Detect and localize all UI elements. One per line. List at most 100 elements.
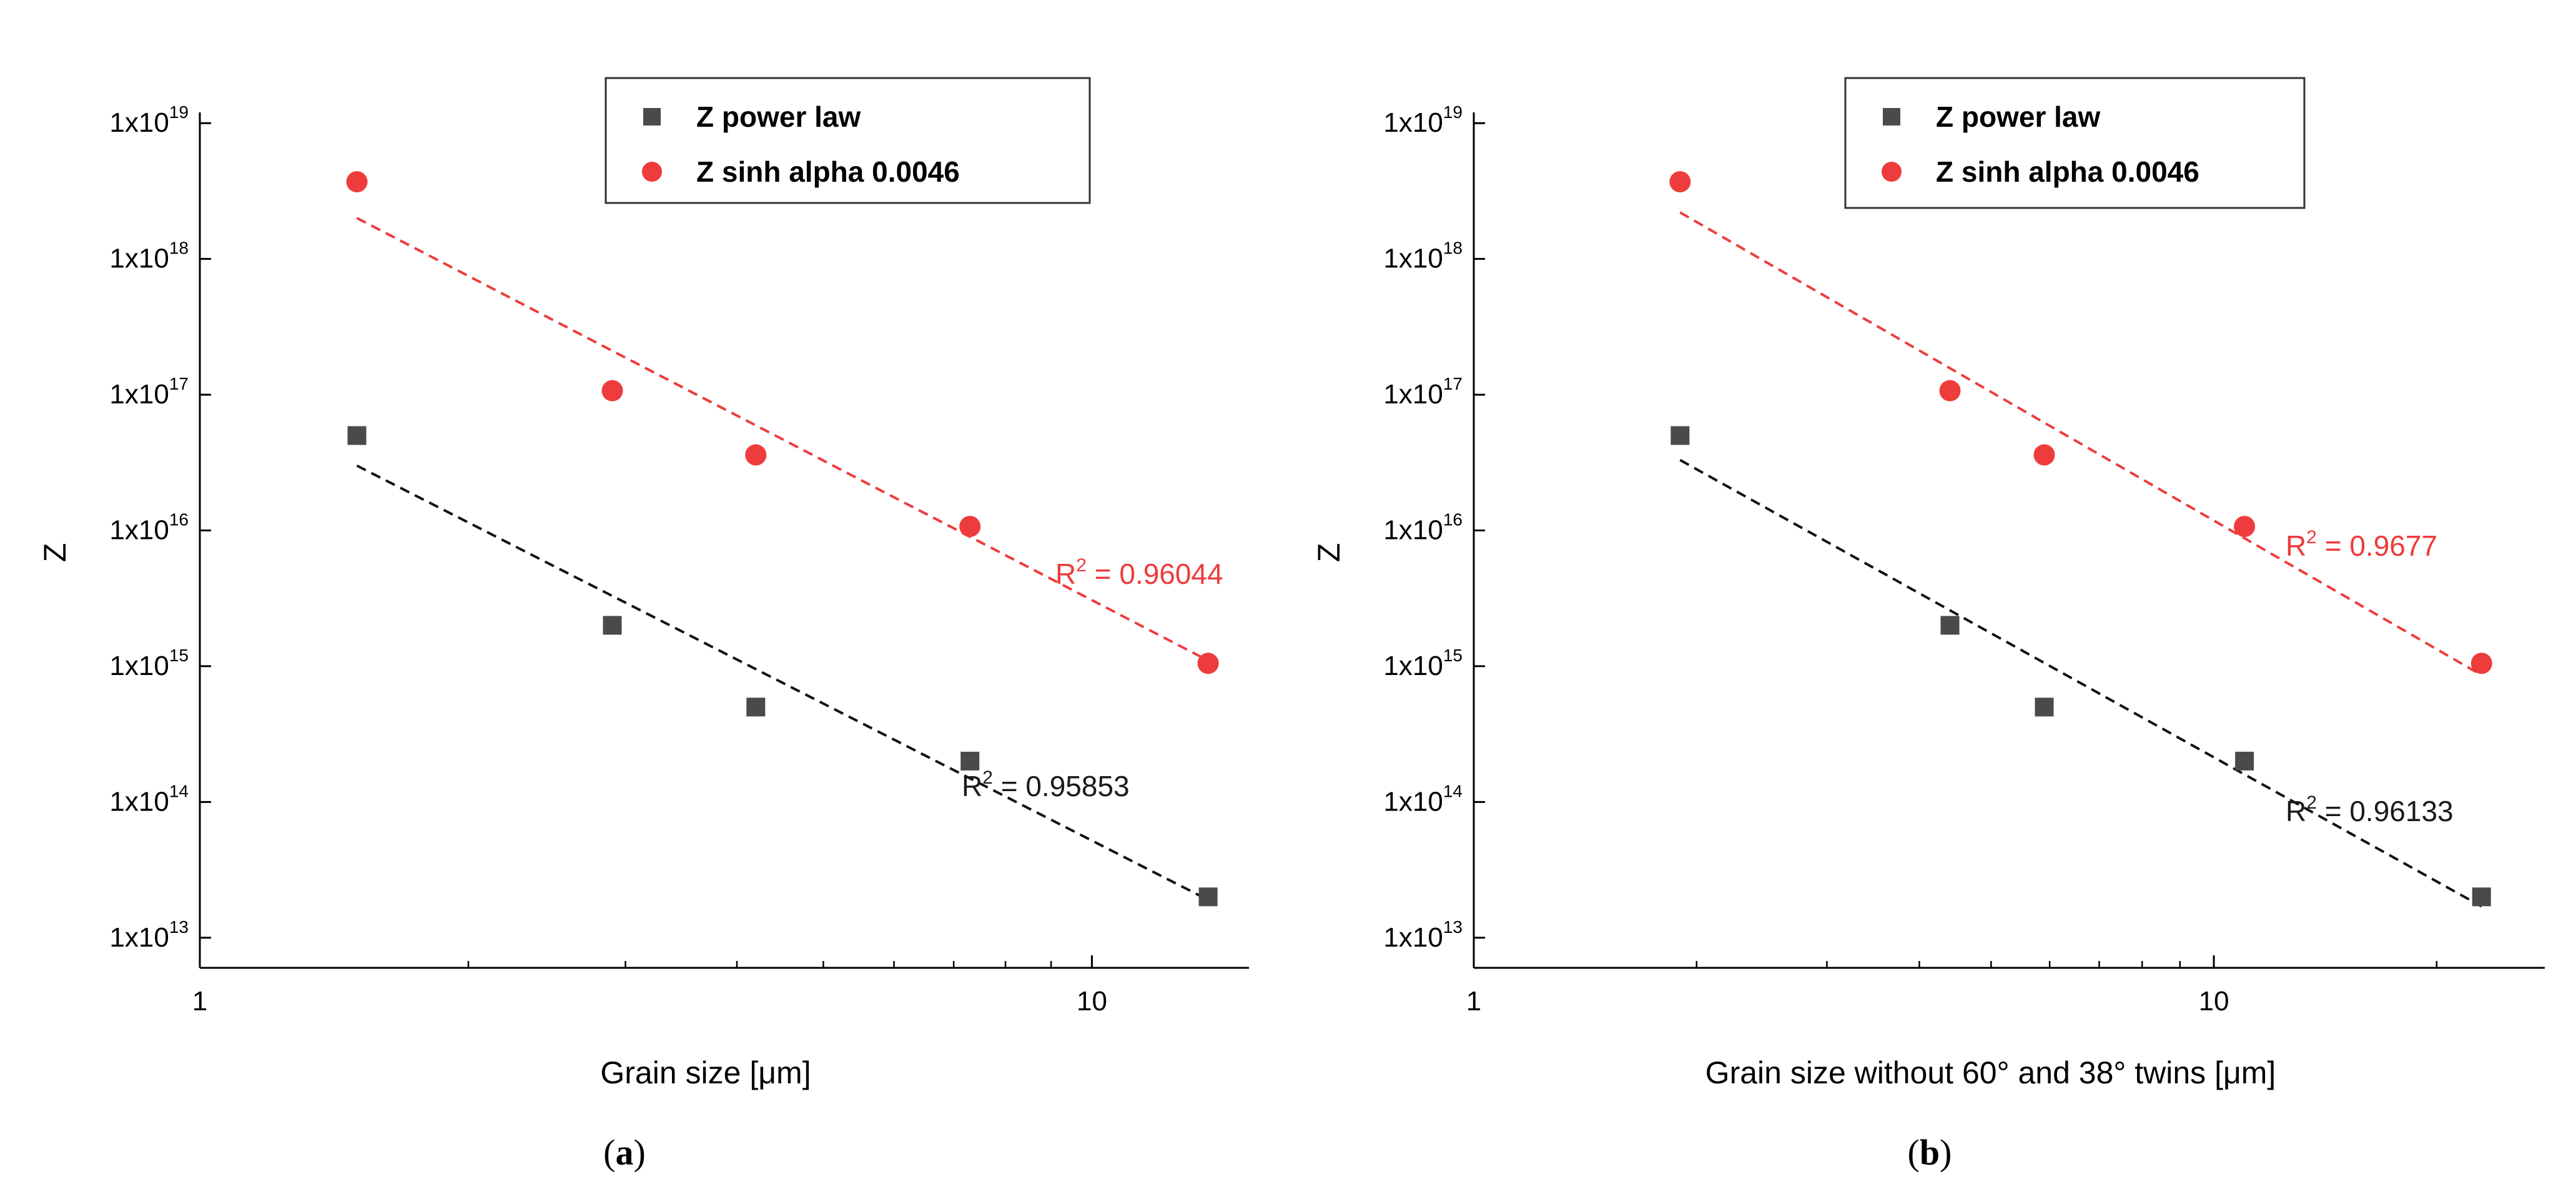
- panel-caption: (b): [1908, 1132, 1952, 1173]
- legend-label: Z power law: [1936, 101, 2100, 133]
- y-tick-exponent: 18: [169, 239, 189, 258]
- y-tick-exponent: 16: [1443, 510, 1463, 529]
- r-squared-label: R2 = 0.9677: [2286, 527, 2437, 562]
- r-squared-value: = 0.95853: [993, 770, 1130, 802]
- y-tick-label: 1x1016: [1383, 510, 1463, 545]
- fit-line-sinh: [1679, 211, 2482, 676]
- data-point-power-law: [2035, 697, 2054, 717]
- y-tick-base: 1x10: [1383, 107, 1443, 138]
- r-squared-prefix: R: [962, 770, 982, 802]
- r-squared-label: R2 = 0.95853: [962, 767, 1130, 802]
- y-tick-base: 1x10: [109, 922, 169, 953]
- caption-open-paren: (: [1908, 1132, 1920, 1173]
- r-squared-value: = 0.96133: [2317, 795, 2454, 827]
- data-point-power-law: [2472, 887, 2491, 907]
- legend-marker-power-law: [1883, 108, 1900, 126]
- data-point-power-law: [960, 751, 980, 771]
- panel-caption: (a): [603, 1132, 646, 1173]
- data-point-power-law: [1198, 887, 1218, 907]
- y-tick-exponent: 13: [169, 917, 189, 937]
- y-tick-base: 1x10: [109, 107, 169, 138]
- data-point-sinh: [601, 380, 623, 401]
- r-squared-prefix: R: [2286, 795, 2306, 827]
- y-tick-exponent: 17: [1443, 374, 1463, 393]
- data-point-sinh: [2234, 516, 2256, 538]
- r-squared-exponent: 2: [2306, 792, 2317, 813]
- legend-marker-sinh: [642, 162, 662, 182]
- x-axis-title: Grain size [μm]: [600, 1055, 811, 1090]
- r-squared-value: = 0.9677: [2317, 530, 2437, 562]
- y-tick-label: 1x1014: [109, 781, 189, 817]
- data-point-sinh: [1939, 380, 1961, 401]
- r-squared-prefix: R: [1055, 558, 1076, 590]
- data-point-sinh: [1669, 171, 1691, 193]
- fit-line-power-law: [1679, 459, 2482, 908]
- data-point-power-law: [2235, 751, 2254, 771]
- data-point-sinh: [2470, 653, 2492, 674]
- x-tick-label: 10: [1077, 986, 1107, 1017]
- y-tick-label: 1x1018: [109, 239, 189, 274]
- legend: Z power law Z sinh alpha 0.0046: [605, 77, 1091, 204]
- y-tick-base: 1x10: [109, 244, 169, 274]
- data-point-power-law: [1940, 616, 1960, 635]
- y-axis-title: Z: [1311, 543, 1346, 563]
- caption-letter: b: [1920, 1132, 1940, 1173]
- x-tick-label: 10: [2199, 986, 2229, 1017]
- caption-letter: a: [616, 1132, 634, 1173]
- y-tick-label: 1x1017: [1383, 374, 1463, 410]
- x-tick-label: 1: [192, 986, 207, 1017]
- legend-box: [1844, 77, 2306, 209]
- data-point-power-law: [746, 697, 766, 717]
- y-tick-exponent: 19: [1443, 102, 1463, 122]
- data-point-sinh: [745, 444, 767, 466]
- data-point-power-law: [1670, 426, 1690, 445]
- caption-close-paren: ): [634, 1132, 646, 1173]
- y-tick-base: 1x10: [1383, 922, 1443, 953]
- y-tick-label: 1x1013: [109, 917, 189, 953]
- y-tick-base: 1x10: [1383, 244, 1443, 274]
- y-tick-base: 1x10: [1383, 379, 1443, 410]
- y-tick-exponent: 14: [169, 781, 189, 801]
- y-tick-exponent: 13: [1443, 917, 1463, 937]
- y-tick-label: 1x1017: [109, 374, 189, 410]
- y-tick-label: 1x1015: [1383, 646, 1463, 681]
- y-tick-exponent: 15: [169, 646, 189, 665]
- y-tick-exponent: 19: [169, 102, 189, 122]
- y-tick-exponent: 16: [169, 510, 189, 529]
- y-tick-base: 1x10: [109, 786, 169, 817]
- legend-box: [605, 77, 1091, 204]
- fit-line-power-law: [356, 464, 1209, 901]
- y-tick-label: 1x1014: [1383, 781, 1463, 817]
- x-tick-label: 1: [1466, 986, 1481, 1017]
- y-tick-base: 1x10: [109, 515, 169, 545]
- y-tick-exponent: 15: [1443, 646, 1463, 665]
- y-tick-label: 1x1019: [1383, 102, 1463, 138]
- y-tick-base: 1x10: [1383, 786, 1443, 817]
- legend-label: Z sinh alpha 0.0046: [1936, 155, 2199, 188]
- chart-panel-b: 1x10131x10141x10151x10161x10171x10181x10…: [1311, 77, 2545, 1173]
- y-tick-base: 1x10: [1383, 651, 1443, 681]
- r-squared-prefix: R: [2286, 530, 2306, 562]
- y-tick-exponent: 18: [1443, 239, 1463, 258]
- data-point-power-law: [603, 616, 622, 635]
- y-tick-base: 1x10: [109, 651, 169, 681]
- data-point-sinh: [959, 516, 981, 538]
- data-point-power-law: [347, 426, 367, 445]
- legend-label: Z power law: [696, 101, 861, 133]
- legend-label: Z sinh alpha 0.0046: [696, 155, 960, 188]
- caption-open-paren: (: [603, 1132, 615, 1173]
- legend: Z power law Z sinh alpha 0.0046: [1844, 77, 2306, 209]
- y-tick-label: 1x1018: [1383, 239, 1463, 274]
- x-axis-title: Grain size without 60° and 38° twins [μm…: [1705, 1055, 2276, 1090]
- y-tick-exponent: 14: [1443, 781, 1463, 801]
- r-squared-value: = 0.96044: [1087, 558, 1223, 590]
- data-point-sinh: [346, 171, 368, 193]
- y-tick-label: 1x1019: [109, 102, 189, 138]
- r-squared-label: R2 = 0.96044: [1055, 555, 1223, 590]
- legend-marker-sinh: [1882, 162, 1902, 182]
- legend-marker-power-law: [643, 108, 661, 126]
- fit-line-sinh: [356, 217, 1209, 662]
- y-tick-base: 1x10: [1383, 515, 1443, 545]
- r-squared-exponent: 2: [982, 767, 993, 788]
